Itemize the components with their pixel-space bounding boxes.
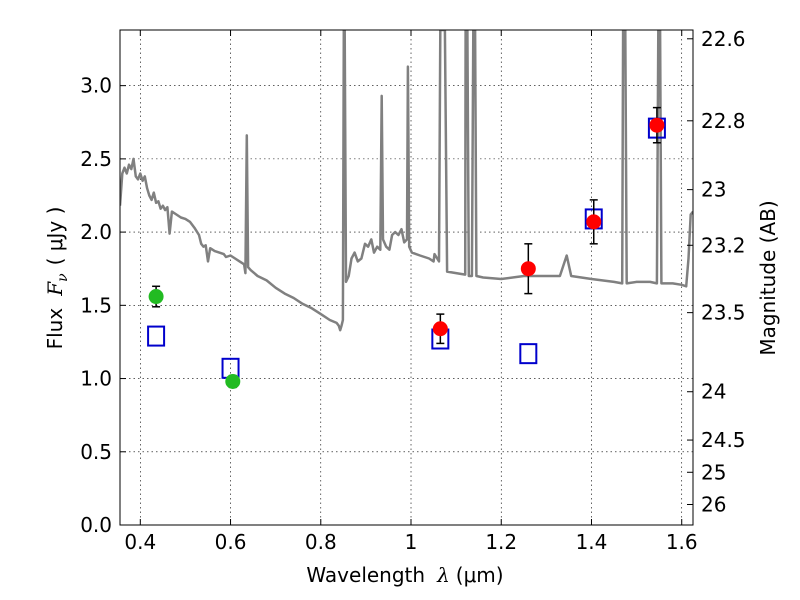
red-data-point — [520, 261, 536, 277]
y-tick-label: 0.5 — [80, 440, 112, 464]
x-tick-label: 1.6 — [666, 530, 698, 554]
y-tick-label: 0.0 — [80, 513, 112, 537]
plot-frame — [119, 29, 694, 526]
right-tick-label: 26 — [701, 492, 726, 516]
y-tick-label: 2.5 — [80, 147, 112, 171]
right-tick-label: 25 — [701, 460, 726, 484]
model-spectrum-line — [120, 30, 693, 332]
green-data-point — [148, 289, 164, 305]
axis-ticks: 0.4 0.6 0.8 1 1.2 1.4 1.6 0.0 0.5 1.0 1.5 2.0 2.5 3.0… — [80, 27, 745, 554]
plot-area — [120, 30, 693, 389]
right-tick-label: 24 — [701, 380, 726, 404]
y-tick-label: 1.0 — [80, 367, 112, 391]
right-axis-label: Magnitude (AB) — [756, 200, 780, 355]
x-tick-label: 0.6 — [215, 530, 247, 554]
y-tick-label: 1.5 — [80, 293, 112, 317]
right-tick-label: 22.8 — [701, 109, 746, 133]
red-data-point — [649, 117, 665, 133]
y-axis-label: FluxFν( μJy ) — [43, 207, 71, 350]
model-box-marker — [519, 343, 538, 365]
right-tick-label: 23.5 — [701, 301, 746, 325]
red-data-point — [432, 321, 448, 337]
x-tick-label: 1.2 — [485, 530, 517, 554]
y-tick-label: 3.0 — [80, 74, 112, 98]
x-tick-label: 1 — [405, 530, 418, 554]
x-tick-label: 1.4 — [576, 530, 608, 554]
right-tick-label: 22.6 — [701, 27, 746, 51]
x-axis-label: Wavelength λ (μm) — [306, 563, 503, 587]
right-tick-label: 23 — [701, 178, 726, 202]
right-tick-label: 23.2 — [701, 233, 746, 257]
x-tick-label: 0.4 — [124, 530, 156, 554]
green-data-point — [225, 373, 241, 389]
red-data-point — [586, 214, 602, 230]
x-tick-label: 0.8 — [305, 530, 337, 554]
y-tick-label: 2.0 — [80, 220, 112, 244]
right-tick-label: 24.5 — [701, 428, 746, 452]
model-box-marker — [147, 325, 166, 347]
